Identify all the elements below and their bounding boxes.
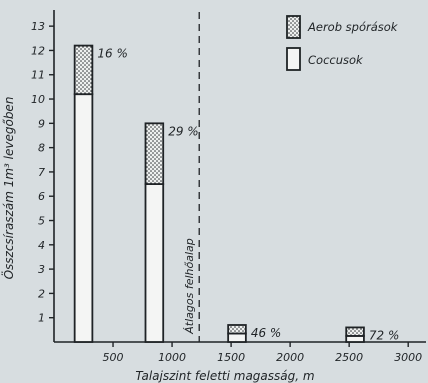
bar-coccusok — [227, 332, 247, 343]
y-tick-label: 2 — [38, 287, 45, 300]
bars-layer — [73, 44, 365, 343]
y-tick-label: 6 — [38, 190, 45, 203]
bar-aerob-sporasok — [144, 122, 165, 185]
bar-coccusok — [345, 335, 365, 343]
x-tick-label: 3000 — [394, 351, 422, 364]
x-tick-label: 2000 — [276, 351, 304, 364]
y-tick-label: 5 — [38, 215, 45, 228]
legend-label-coccusok: Coccusok — [308, 53, 364, 67]
bar-coccusok — [144, 183, 165, 343]
x-tick-label: 1000 — [158, 351, 186, 364]
y-tick-label: 4 — [38, 239, 45, 252]
y-tick-label: 13 — [31, 20, 45, 33]
bar-data-label: 46 % — [251, 326, 282, 340]
y-tick-label: 1 — [38, 312, 45, 325]
bar-data-label: 16 % — [97, 47, 128, 61]
y-axis-title: Összcsíraszám 1m³ levegőben — [0, 97, 16, 280]
bar-aerob-sporasok — [73, 44, 94, 96]
bar-coccusok — [73, 93, 94, 343]
legend-label-aerob-sporasok: Aerob spórások — [307, 20, 399, 34]
reference-line-label: Átlagos felhőalap — [183, 238, 196, 335]
bar-data-label: 72 % — [369, 328, 400, 342]
y-tick-label: 12 — [31, 44, 45, 57]
legend-swatch-aerob-sporasok — [286, 15, 301, 39]
bar-data-label: 29 % — [168, 124, 199, 138]
legend-swatch-coccusok — [286, 47, 301, 71]
y-tick-label: 11 — [31, 69, 45, 82]
x-tick-label: 1500 — [217, 351, 245, 364]
labels-layer: 16 % 29 % 46 % 72 % — [97, 47, 399, 343]
x-tick-label: 500 — [103, 351, 124, 364]
bar-aerob-sporasok — [227, 324, 247, 335]
x-tick-label: 2500 — [335, 351, 363, 364]
y-tick-label: 3 — [38, 263, 45, 276]
y-tick-label: 7 — [38, 166, 45, 179]
bar-aerob-sporasok — [345, 326, 365, 337]
y-tick-label: 8 — [38, 142, 45, 155]
x-axis-title: Talajszint feletti magasság, m — [135, 369, 314, 383]
y-tick-label: 9 — [38, 117, 45, 130]
y-tick-label: 10 — [31, 93, 45, 106]
legend: Aerob spórások Coccusok — [286, 15, 399, 71]
